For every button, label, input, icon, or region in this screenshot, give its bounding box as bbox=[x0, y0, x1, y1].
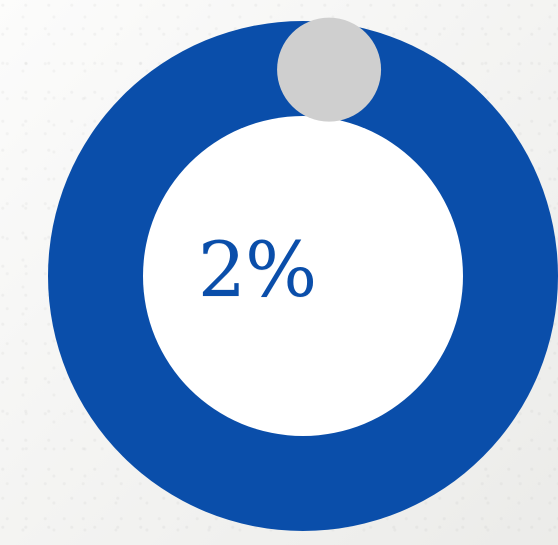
percentage-label: 2% bbox=[197, 225, 318, 314]
donut-center bbox=[143, 116, 463, 436]
progress-marker bbox=[277, 17, 382, 122]
